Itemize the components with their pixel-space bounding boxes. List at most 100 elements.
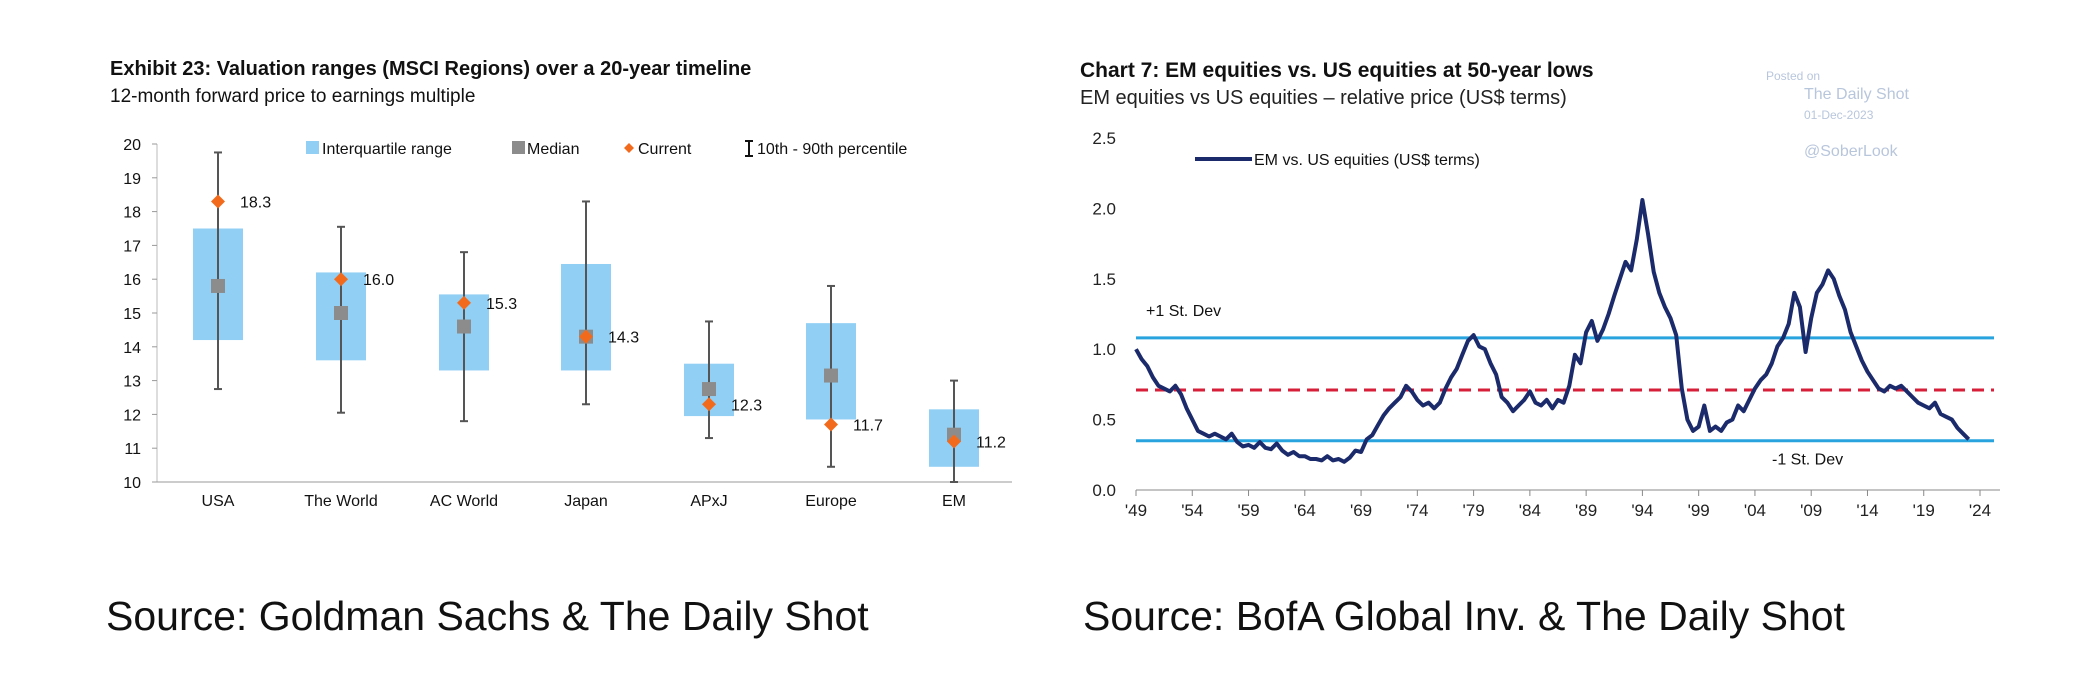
x-tick-label: '54 [1181,501,1203,520]
median-marker [702,382,716,397]
current-marker [824,417,838,432]
x-tick-label: Europe [805,493,857,510]
box-group: 12.3 [684,320,762,440]
right-chart-panel: Chart 7: EM equities vs. US equities at … [1040,0,2083,687]
legend-iqr-label: Interquartile range [322,141,452,158]
current-value-label: 15.3 [486,296,517,313]
median-marker [334,306,348,320]
median-marker [457,319,471,334]
x-tick-label: '69 [1350,501,1372,520]
x-tick-label: APxJ [690,493,727,510]
right-source-caption: Source: BofA Global Inv. & The Daily Sho… [1083,593,1845,639]
x-tick-label: '94 [1631,501,1653,520]
x-tick-label: '04 [1744,501,1766,520]
legend-current-label: Current [638,141,692,158]
x-tick-label: '19 [1913,501,1935,520]
current-marker [579,329,593,344]
y-tick-label: 20 [123,137,141,154]
box-group: 11.2 [929,379,1006,483]
y-tick-label: 17 [123,238,141,255]
x-tick-label: '79 [1463,501,1485,520]
box-group: 11.7 [806,284,883,468]
current-value-label: 11.7 [853,418,883,435]
legend-median-label: Median [527,141,579,158]
y-tick-label: 2.5 [1092,129,1116,148]
box-group: 18.3 [193,151,271,391]
valuation-ranges-chart: Exhibit 23: Valuation ranges (MSCI Regio… [110,58,1012,510]
current-value-label: 18.3 [240,194,271,211]
legend-current-diamond [624,143,634,153]
x-tick-label: EM [942,493,966,510]
em-vs-us-series-line [1134,198,1971,464]
x-tick-label: '59 [1237,501,1259,520]
x-tick-label: '49 [1125,501,1147,520]
x-tick-label: '89 [1575,501,1597,520]
median-marker [824,368,838,383]
y-tick-label: 15 [123,306,141,323]
current-value-label: 16.0 [363,272,394,289]
x-tick-label: AC World [430,493,498,510]
x-tick-label: '24 [1969,501,1991,520]
watermark-daily-shot: The Daily Shot [1804,86,1909,103]
right-chart-legend: EM vs. US equities (US$ terms) [1195,152,1480,169]
y-tick-label: 1.0 [1092,340,1116,359]
watermark-date: 01-Dec-2023 [1804,108,1874,122]
x-tick-label: '09 [1800,501,1822,520]
left-source-caption: Source: Goldman Sachs & The Daily Shot [106,593,869,639]
watermark-handle: @SoberLook [1804,143,1899,160]
y-tick-label: 16 [123,272,141,289]
current-marker [334,272,348,287]
box-group: 16.0 [316,225,394,414]
y-tick-label: 11 [124,441,141,458]
y-tick-label: 0.5 [1092,411,1116,430]
right-reference-lines: +1 St. Dev -1 St. Dev [1136,303,1994,469]
legend-iqr-swatch [306,141,319,154]
x-tick-label: Japan [564,493,608,510]
x-tick-label: The World [304,493,378,510]
right-chart-title: Chart 7: EM equities vs. US equities at … [1080,59,1594,82]
x-tick-label: '74 [1406,501,1428,520]
watermark-posted-on: Posted on [1766,69,1820,83]
reference-line-label: +1 St. Dev [1146,303,1221,320]
current-value-label: 11.2 [976,434,1006,451]
median-marker [211,278,225,293]
current-value-label: 14.3 [608,330,639,347]
right-chart-subtitle: EM equities vs US equities – relative pr… [1080,87,1567,109]
y-tick-label: 2.0 [1092,199,1116,218]
current-marker [211,194,225,209]
y-tick-label: 19 [123,171,141,188]
em-vs-us-chart: Chart 7: EM equities vs. US equities at … [1080,59,2000,520]
y-tick-label: 10 [123,475,141,492]
legend-whisker-icon [745,140,753,157]
left-chart-subtitle: 12-month forward price to earnings multi… [110,86,475,107]
current-marker [702,397,716,412]
watermark: Posted on The Daily Shot 01-Dec-2023 @So… [1766,69,1909,160]
legend-median-swatch [512,141,525,154]
current-marker [947,434,961,449]
y-tick-label: 1.5 [1092,270,1116,289]
right-chart-axes: 0.0 0.5 1.0 1.5 2.0 2.5 '49 '54 '59 '64 '69 '74 '79 '… [1092,129,2000,520]
box-group: 14.3 [561,200,639,406]
current-value-label: 12.3 [731,397,762,414]
y-tick-label: 12 [123,407,141,424]
y-tick-label: 14 [123,340,141,357]
legend-whisker-label: 10th - 90th percentile [757,141,907,158]
left-chart-title: Exhibit 23: Valuation ranges (MSCI Regio… [110,58,751,80]
right-chart-marks [1134,198,1971,464]
left-chart-panel: Exhibit 23: Valuation ranges (MSCI Regio… [0,0,1040,687]
y-tick-label: 13 [123,374,141,391]
current-marker [457,295,471,310]
left-chart-legend: Interquartile range Median Current 10th … [306,140,907,158]
left-chart-marks: 18.3 16.0 15.3 14.3 12.3 11.7 11.2 [193,151,1006,483]
x-tick-label: '84 [1519,501,1541,520]
x-tick-label: '99 [1688,501,1710,520]
x-tick-label: '64 [1294,501,1316,520]
legend-series-label: EM vs. US equities (US$ terms) [1254,152,1480,169]
y-tick-label: 18 [123,205,141,222]
x-tick-label: USA [202,493,235,510]
y-tick-label: 0.0 [1092,481,1116,500]
reference-line-label: -1 St. Dev [1772,452,1843,469]
x-tick-label: '14 [1856,501,1878,520]
box-group: 15.3 [439,251,517,423]
left-chart-axes: 10 11 12 13 14 15 16 17 18 19 20 USA The World AC Wor… [123,137,1012,510]
